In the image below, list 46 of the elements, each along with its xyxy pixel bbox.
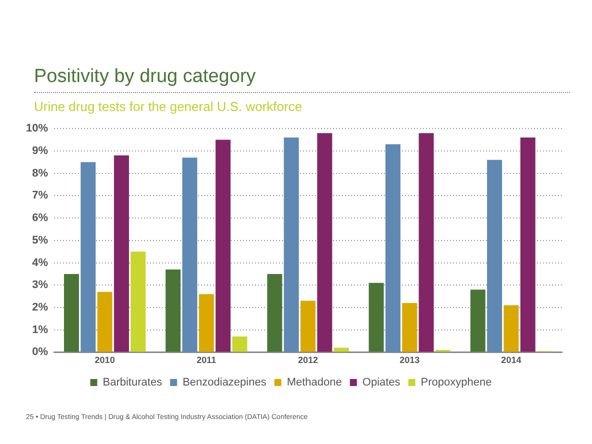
- bar: [267, 274, 282, 352]
- y-tick-label: 0%: [32, 346, 48, 358]
- y-tick-label: 9%: [32, 144, 48, 157]
- bar: [114, 155, 129, 352]
- x-tick-label: 2014: [501, 355, 522, 366]
- bar: [80, 162, 96, 352]
- bar: [130, 252, 146, 352]
- bar: [300, 300, 316, 352]
- y-tick-label: 10%: [26, 122, 48, 135]
- chart-subtitle: Urine drug tests for the general U.S. workforce: [34, 99, 304, 114]
- bar: [317, 133, 332, 352]
- bar: [97, 292, 112, 352]
- bar: [470, 290, 486, 352]
- bar: [334, 348, 349, 352]
- bar: [487, 160, 502, 352]
- y-tick-label: 1%: [32, 324, 48, 336]
- bar: [520, 138, 536, 352]
- y-tick-label: 6%: [32, 212, 48, 224]
- y-tick-label: 5%: [32, 234, 48, 246]
- bar: [368, 282, 384, 352]
- y-tick-label: 7%: [32, 190, 48, 202]
- legend-label: Methadone: [286, 376, 342, 389]
- legend-label: Barbiturates: [102, 376, 163, 389]
- x-tick-label: 2013: [400, 355, 420, 366]
- y-tick-label: 3%: [32, 279, 48, 292]
- x-tick-label: 2010: [94, 355, 115, 366]
- bar: [198, 294, 214, 352]
- x-tick-label: 2012: [298, 355, 318, 366]
- bar: [64, 274, 79, 352]
- legend-label: Propoxyphene: [420, 376, 492, 389]
- y-tick-label: 8%: [32, 167, 48, 180]
- y-tick-label: 2%: [32, 302, 48, 314]
- bar: [385, 144, 400, 352]
- y-tick-label: 4%: [32, 256, 48, 269]
- bar: [504, 305, 519, 352]
- legend-label: Benzodiazepines: [182, 376, 267, 389]
- bar: [216, 140, 231, 352]
- bar: [166, 269, 181, 352]
- bar: [402, 303, 418, 352]
- chart-title: Positivity by drug category: [34, 66, 570, 93]
- bar: [418, 133, 434, 352]
- bar: [182, 158, 198, 352]
- x-tick-label: 2011: [196, 355, 216, 366]
- bar: [232, 336, 248, 352]
- legend-label: Opiates: [362, 376, 401, 389]
- bar: [284, 138, 299, 352]
